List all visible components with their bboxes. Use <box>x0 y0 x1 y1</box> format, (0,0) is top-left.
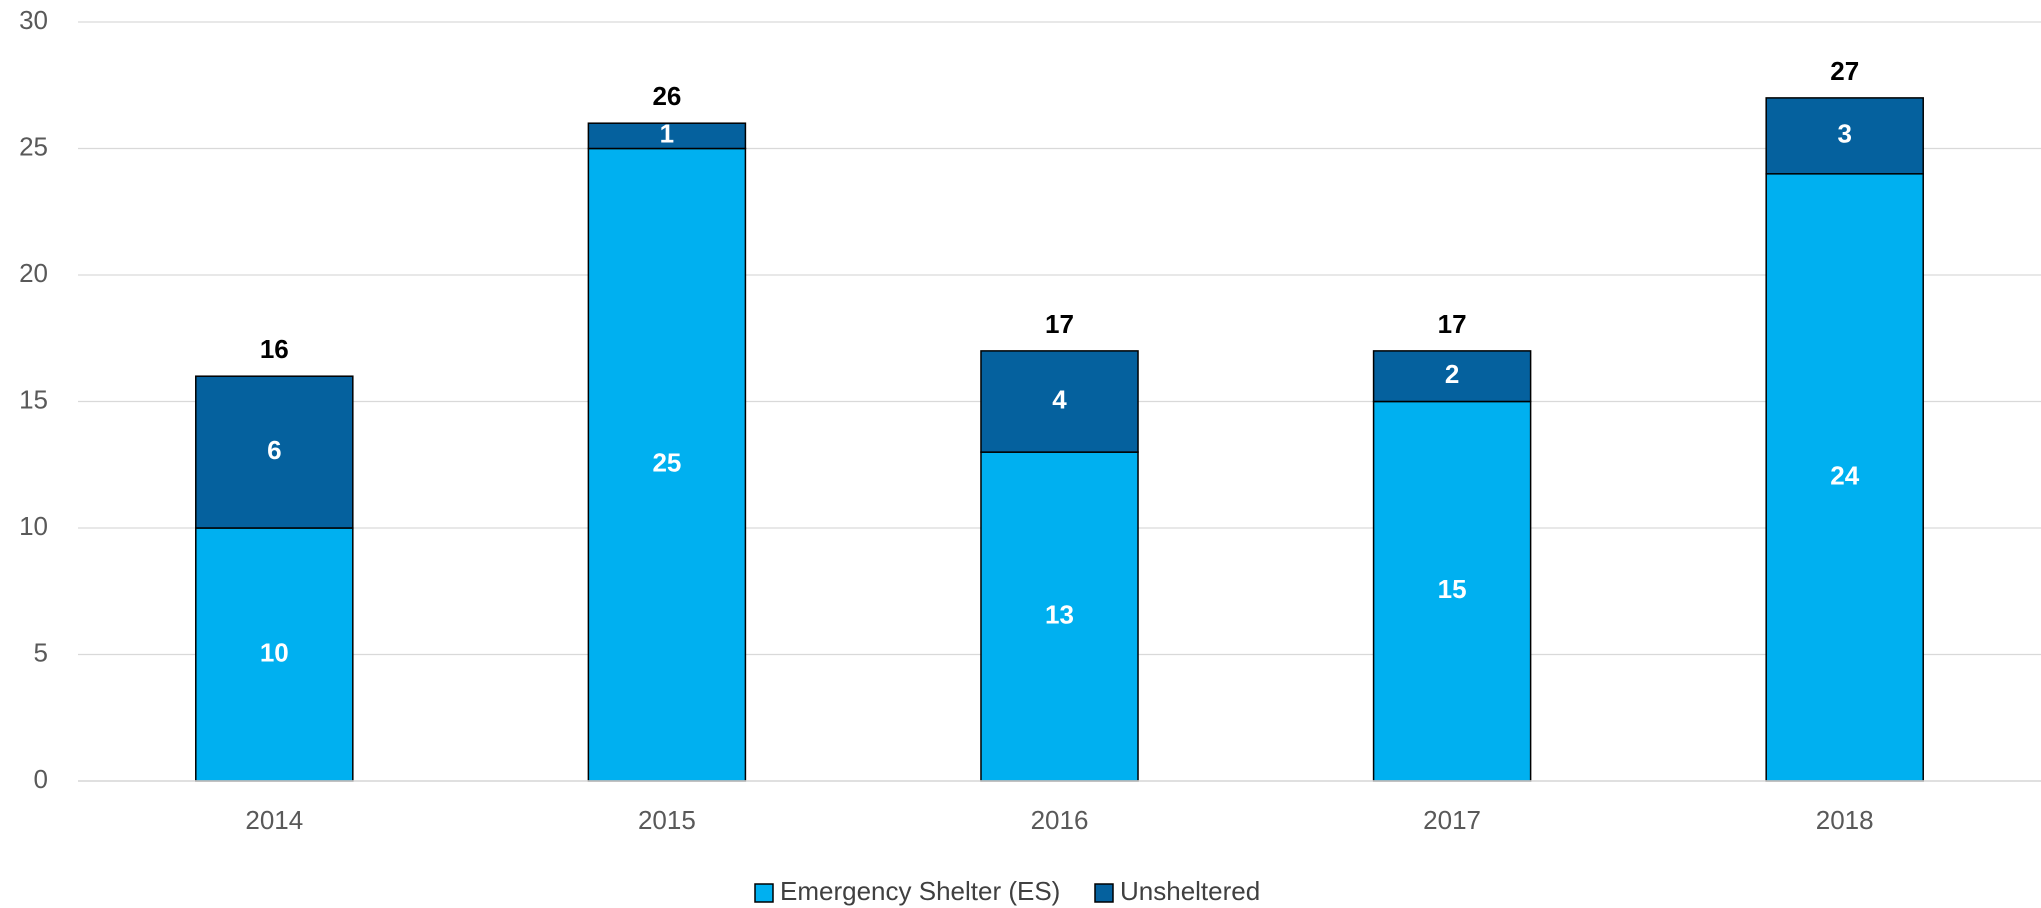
data-label: 15 <box>1438 574 1467 604</box>
total-label: 17 <box>1045 309 1074 339</box>
y-tick-label: 15 <box>19 384 48 414</box>
legend-swatch <box>754 883 774 903</box>
x-tick-label: 2016 <box>1031 805 1089 835</box>
bar-segment <box>587 147 747 782</box>
bar-segment <box>1372 350 1532 403</box>
bar-segment <box>1765 97 1924 175</box>
legend-label: Unsheltered <box>1120 876 1260 906</box>
x-tick-label: 2015 <box>638 805 696 835</box>
data-label: 13 <box>1045 599 1074 629</box>
bar-segment <box>1372 400 1532 782</box>
data-label: 6 <box>267 435 281 465</box>
y-tick-label: 20 <box>19 258 48 288</box>
bar-segment <box>980 451 1139 782</box>
data-label: 24 <box>1830 460 1859 490</box>
data-label: 25 <box>652 448 681 478</box>
data-label: 2 <box>1445 359 1459 389</box>
bar-segment <box>587 122 747 150</box>
total-label: 26 <box>652 81 681 111</box>
total-label: 27 <box>1830 56 1859 86</box>
total-label: 16 <box>260 334 289 364</box>
legend-swatch <box>1094 883 1114 903</box>
bar-segment <box>1765 173 1924 782</box>
x-tick-label: 2017 <box>1423 805 1481 835</box>
legend-label: Emergency Shelter (ES) <box>780 876 1060 906</box>
y-tick-label: 10 <box>19 511 48 541</box>
x-tick-label: 2018 <box>1816 805 1874 835</box>
y-tick-label: 30 <box>19 5 48 35</box>
data-label: 3 <box>1837 119 1851 149</box>
y-tick-label: 5 <box>34 637 48 667</box>
bar-segment <box>195 375 354 529</box>
y-tick-label: 25 <box>19 131 48 161</box>
data-label: 1 <box>660 119 674 149</box>
y-tick-label: 0 <box>34 764 48 794</box>
total-label: 17 <box>1438 309 1467 339</box>
data-label: 4 <box>1052 384 1067 414</box>
data-label: 10 <box>260 637 289 667</box>
x-tick-label: 2014 <box>245 805 303 835</box>
bar-segment <box>980 350 1139 453</box>
